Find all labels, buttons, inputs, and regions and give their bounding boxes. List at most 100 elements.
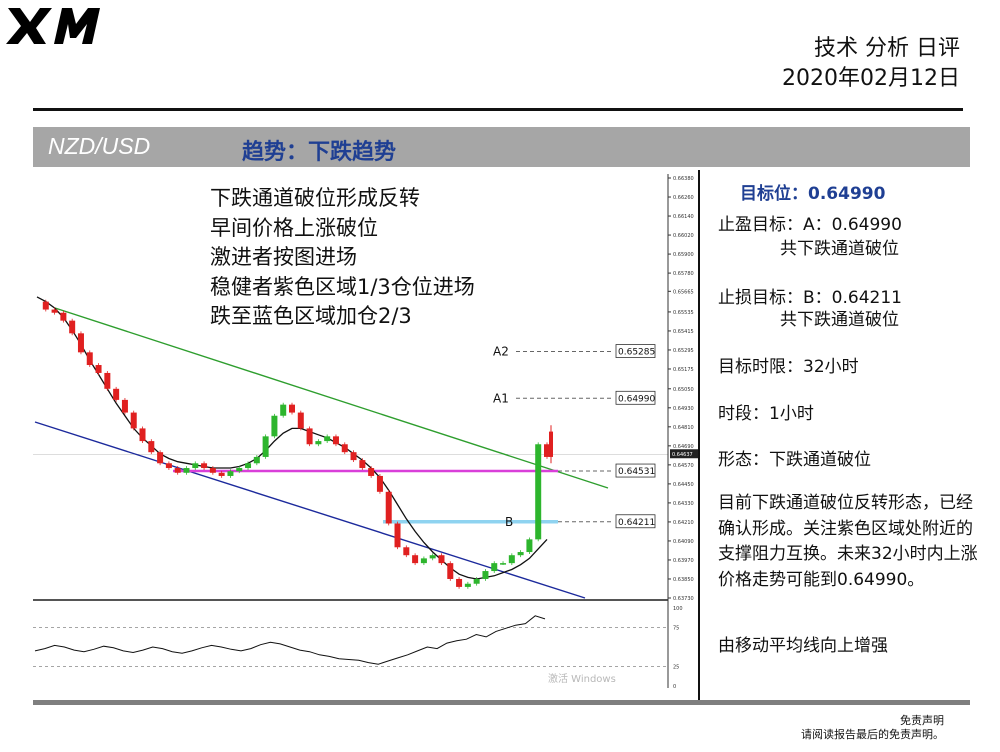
report-date: 2020年02月12日 bbox=[782, 66, 960, 91]
candle-body bbox=[544, 444, 550, 457]
report-type: 技术 分析 日评 bbox=[814, 36, 960, 61]
tick-label: 0.64930 bbox=[673, 406, 694, 412]
analysis-description: 目前下跌通道破位反转形态，已经确认形成。关注紫色区域处附近的支撑阻力互换。未来3… bbox=[718, 493, 978, 590]
candle-body bbox=[60, 312, 67, 321]
disclaimer-text: 请阅读报告最后的免责声明。 bbox=[801, 728, 944, 741]
candle-body bbox=[376, 475, 383, 492]
candle-body bbox=[526, 539, 533, 553]
candle-body bbox=[69, 320, 76, 334]
candle-body bbox=[297, 412, 304, 429]
candle-body bbox=[104, 372, 111, 389]
stop-loss: 止损目标：B：0.64211 bbox=[718, 288, 902, 308]
chart-grid bbox=[33, 453, 668, 601]
candle-body bbox=[157, 452, 164, 464]
candle-body bbox=[86, 352, 93, 366]
candle-body bbox=[394, 523, 401, 548]
tick-label: 0.65535 bbox=[673, 310, 694, 316]
level-name: B bbox=[505, 515, 513, 529]
candle-body bbox=[192, 463, 199, 469]
tick-label: 0.64210 bbox=[673, 520, 694, 526]
stop-loss-note: 共下跌通道破位 bbox=[780, 310, 899, 330]
current-price-tag bbox=[670, 449, 698, 459]
candle-body bbox=[139, 428, 146, 442]
tick-label: 0.65050 bbox=[673, 387, 694, 393]
candle-body bbox=[42, 301, 49, 310]
candle-body bbox=[183, 468, 190, 473]
footer-rule bbox=[33, 700, 970, 705]
tick-label: 0.63970 bbox=[673, 558, 694, 564]
osc-line bbox=[34, 615, 546, 665]
price-chart: 0.65285 A2 0.64990 A1 0.64531 0.64211 B 0.6638… bbox=[33, 174, 698, 690]
level-name: A1 bbox=[493, 391, 509, 405]
tick-label: 0.65665 bbox=[673, 289, 694, 295]
tick-label: 0.64810 bbox=[673, 425, 694, 431]
chart-pattern: 形态：下跌通道破位 bbox=[718, 450, 871, 470]
note-line: 下跌通道破位形成反转 bbox=[210, 186, 420, 210]
time-limit: 目标时限：32小时 bbox=[718, 357, 859, 377]
tick-label: 0.64690 bbox=[673, 444, 694, 450]
candle-body bbox=[271, 415, 278, 437]
channel-lower bbox=[34, 421, 586, 599]
candle-body bbox=[341, 444, 348, 453]
candle-body bbox=[535, 444, 542, 540]
osc-tick-label: 75 bbox=[673, 626, 679, 632]
candle-body bbox=[491, 563, 498, 572]
candle-body bbox=[482, 571, 489, 579]
tick-label: 0.65900 bbox=[673, 252, 694, 258]
disclaimer-title: 免责声明 bbox=[900, 714, 944, 727]
tick-label: 0.66260 bbox=[673, 195, 694, 201]
tick-label: 0.66140 bbox=[673, 214, 694, 220]
osc-tick-label: 100 bbox=[673, 606, 683, 612]
candle-body bbox=[447, 563, 454, 579]
tick-label: 0.64450 bbox=[673, 482, 694, 488]
tick-label: 0.65295 bbox=[673, 348, 694, 354]
candle-body bbox=[289, 404, 295, 413]
tick-label: 0.66380 bbox=[673, 176, 694, 182]
level-value: 0.64211 bbox=[618, 518, 655, 528]
tick-label: 0.63850 bbox=[673, 577, 694, 583]
level-value: 0.65285 bbox=[618, 348, 655, 358]
level-name: A2 bbox=[493, 345, 509, 359]
candle-body bbox=[227, 471, 234, 476]
candle-body bbox=[438, 555, 445, 564]
candle-body bbox=[429, 555, 436, 559]
current-price-label: 0.64637 bbox=[672, 452, 693, 458]
target-price: 目标位：0.64990 bbox=[740, 184, 886, 204]
level-lines: 0.65285 A2 0.64990 A1 0.64531 0.64211 B bbox=[173, 344, 656, 529]
trade-notes: 下跌通道破位形成反转 早间价格上涨破位 激进者按图进场 稳健者紫色区域1/3仓位… bbox=[210, 184, 475, 332]
candle-body bbox=[403, 547, 410, 556]
tick-label: 0.66020 bbox=[673, 233, 694, 239]
candle-body bbox=[350, 452, 357, 461]
candle-body bbox=[121, 399, 128, 413]
level-box bbox=[615, 390, 656, 405]
candle-body bbox=[517, 552, 524, 556]
candle-body bbox=[209, 468, 216, 473]
tick-label: 0.65415 bbox=[673, 329, 694, 335]
header-rule bbox=[33, 108, 963, 111]
candle-body bbox=[148, 441, 155, 453]
note-line: 激进者按图进场 bbox=[210, 245, 357, 270]
candle-body bbox=[385, 491, 392, 524]
candle-body bbox=[236, 468, 243, 472]
panel-divider bbox=[698, 170, 700, 700]
note-line: 早间价格上涨破位 bbox=[210, 215, 378, 240]
candle-body bbox=[174, 468, 181, 473]
take-profit: 止盈目标：A：0.64990 bbox=[718, 215, 902, 235]
moving-average bbox=[36, 296, 548, 580]
disclaimer: 免责声明 请阅读报告最后的免责声明。 bbox=[801, 714, 944, 742]
level-box bbox=[615, 344, 656, 358]
time-period: 时段：1小时 bbox=[718, 404, 814, 424]
level-value: 0.64990 bbox=[618, 394, 655, 404]
candle-body bbox=[508, 555, 515, 564]
report-title: 技术 分析 日评 2020年02月12日 bbox=[782, 34, 960, 94]
candle-body bbox=[95, 365, 102, 373]
osc-tick-label: 0 bbox=[673, 684, 676, 690]
candle-body bbox=[245, 463, 252, 469]
level-value: 0.64531 bbox=[618, 467, 655, 477]
note-line: 稳健者紫色区域1/3仓位进场 bbox=[210, 274, 475, 299]
ma-note: 由移动平均线向上增强 bbox=[718, 636, 888, 656]
tick-label: 0.65780 bbox=[673, 271, 694, 277]
take-profit-note: 共下跌通道破位 bbox=[780, 239, 899, 259]
candle-body bbox=[473, 578, 480, 584]
candle-body bbox=[201, 463, 208, 469]
